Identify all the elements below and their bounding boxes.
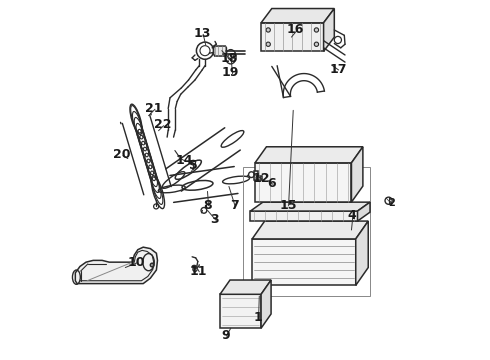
Text: 21: 21 <box>145 102 163 115</box>
Text: 19: 19 <box>222 66 240 79</box>
Text: 14: 14 <box>175 154 193 167</box>
Polygon shape <box>252 239 356 285</box>
Polygon shape <box>214 46 226 56</box>
Polygon shape <box>358 202 370 221</box>
Polygon shape <box>220 280 271 294</box>
Polygon shape <box>250 202 370 211</box>
Text: 10: 10 <box>127 256 145 269</box>
Text: 22: 22 <box>154 118 172 131</box>
Polygon shape <box>252 221 368 239</box>
Text: 16: 16 <box>286 23 304 36</box>
Ellipse shape <box>266 28 270 32</box>
Polygon shape <box>351 147 363 202</box>
Text: 13: 13 <box>194 27 211 40</box>
Bar <box>243 167 370 296</box>
Polygon shape <box>75 247 157 284</box>
Text: 8: 8 <box>203 198 212 212</box>
Text: 12: 12 <box>252 172 270 185</box>
Polygon shape <box>356 221 368 285</box>
Polygon shape <box>261 23 323 51</box>
Text: 6: 6 <box>268 177 276 190</box>
Text: 17: 17 <box>329 63 346 76</box>
Polygon shape <box>261 9 334 23</box>
Polygon shape <box>220 294 261 328</box>
Text: 15: 15 <box>279 198 296 212</box>
Text: 18: 18 <box>220 52 238 65</box>
Text: 9: 9 <box>221 329 230 342</box>
Text: 1: 1 <box>253 311 262 324</box>
Polygon shape <box>254 171 262 180</box>
Text: 2: 2 <box>388 198 395 208</box>
Polygon shape <box>323 9 334 51</box>
Text: 11: 11 <box>190 265 207 278</box>
Ellipse shape <box>150 263 154 267</box>
Polygon shape <box>261 280 271 328</box>
Ellipse shape <box>256 176 260 180</box>
Text: 7: 7 <box>230 198 239 212</box>
Text: 4: 4 <box>348 209 357 222</box>
Text: 5: 5 <box>189 159 197 172</box>
Ellipse shape <box>314 28 319 32</box>
Polygon shape <box>255 163 351 202</box>
Polygon shape <box>250 211 358 221</box>
Ellipse shape <box>314 42 319 46</box>
Text: 3: 3 <box>210 213 219 226</box>
Text: 20: 20 <box>113 148 130 162</box>
Polygon shape <box>255 147 363 163</box>
Ellipse shape <box>266 42 270 46</box>
